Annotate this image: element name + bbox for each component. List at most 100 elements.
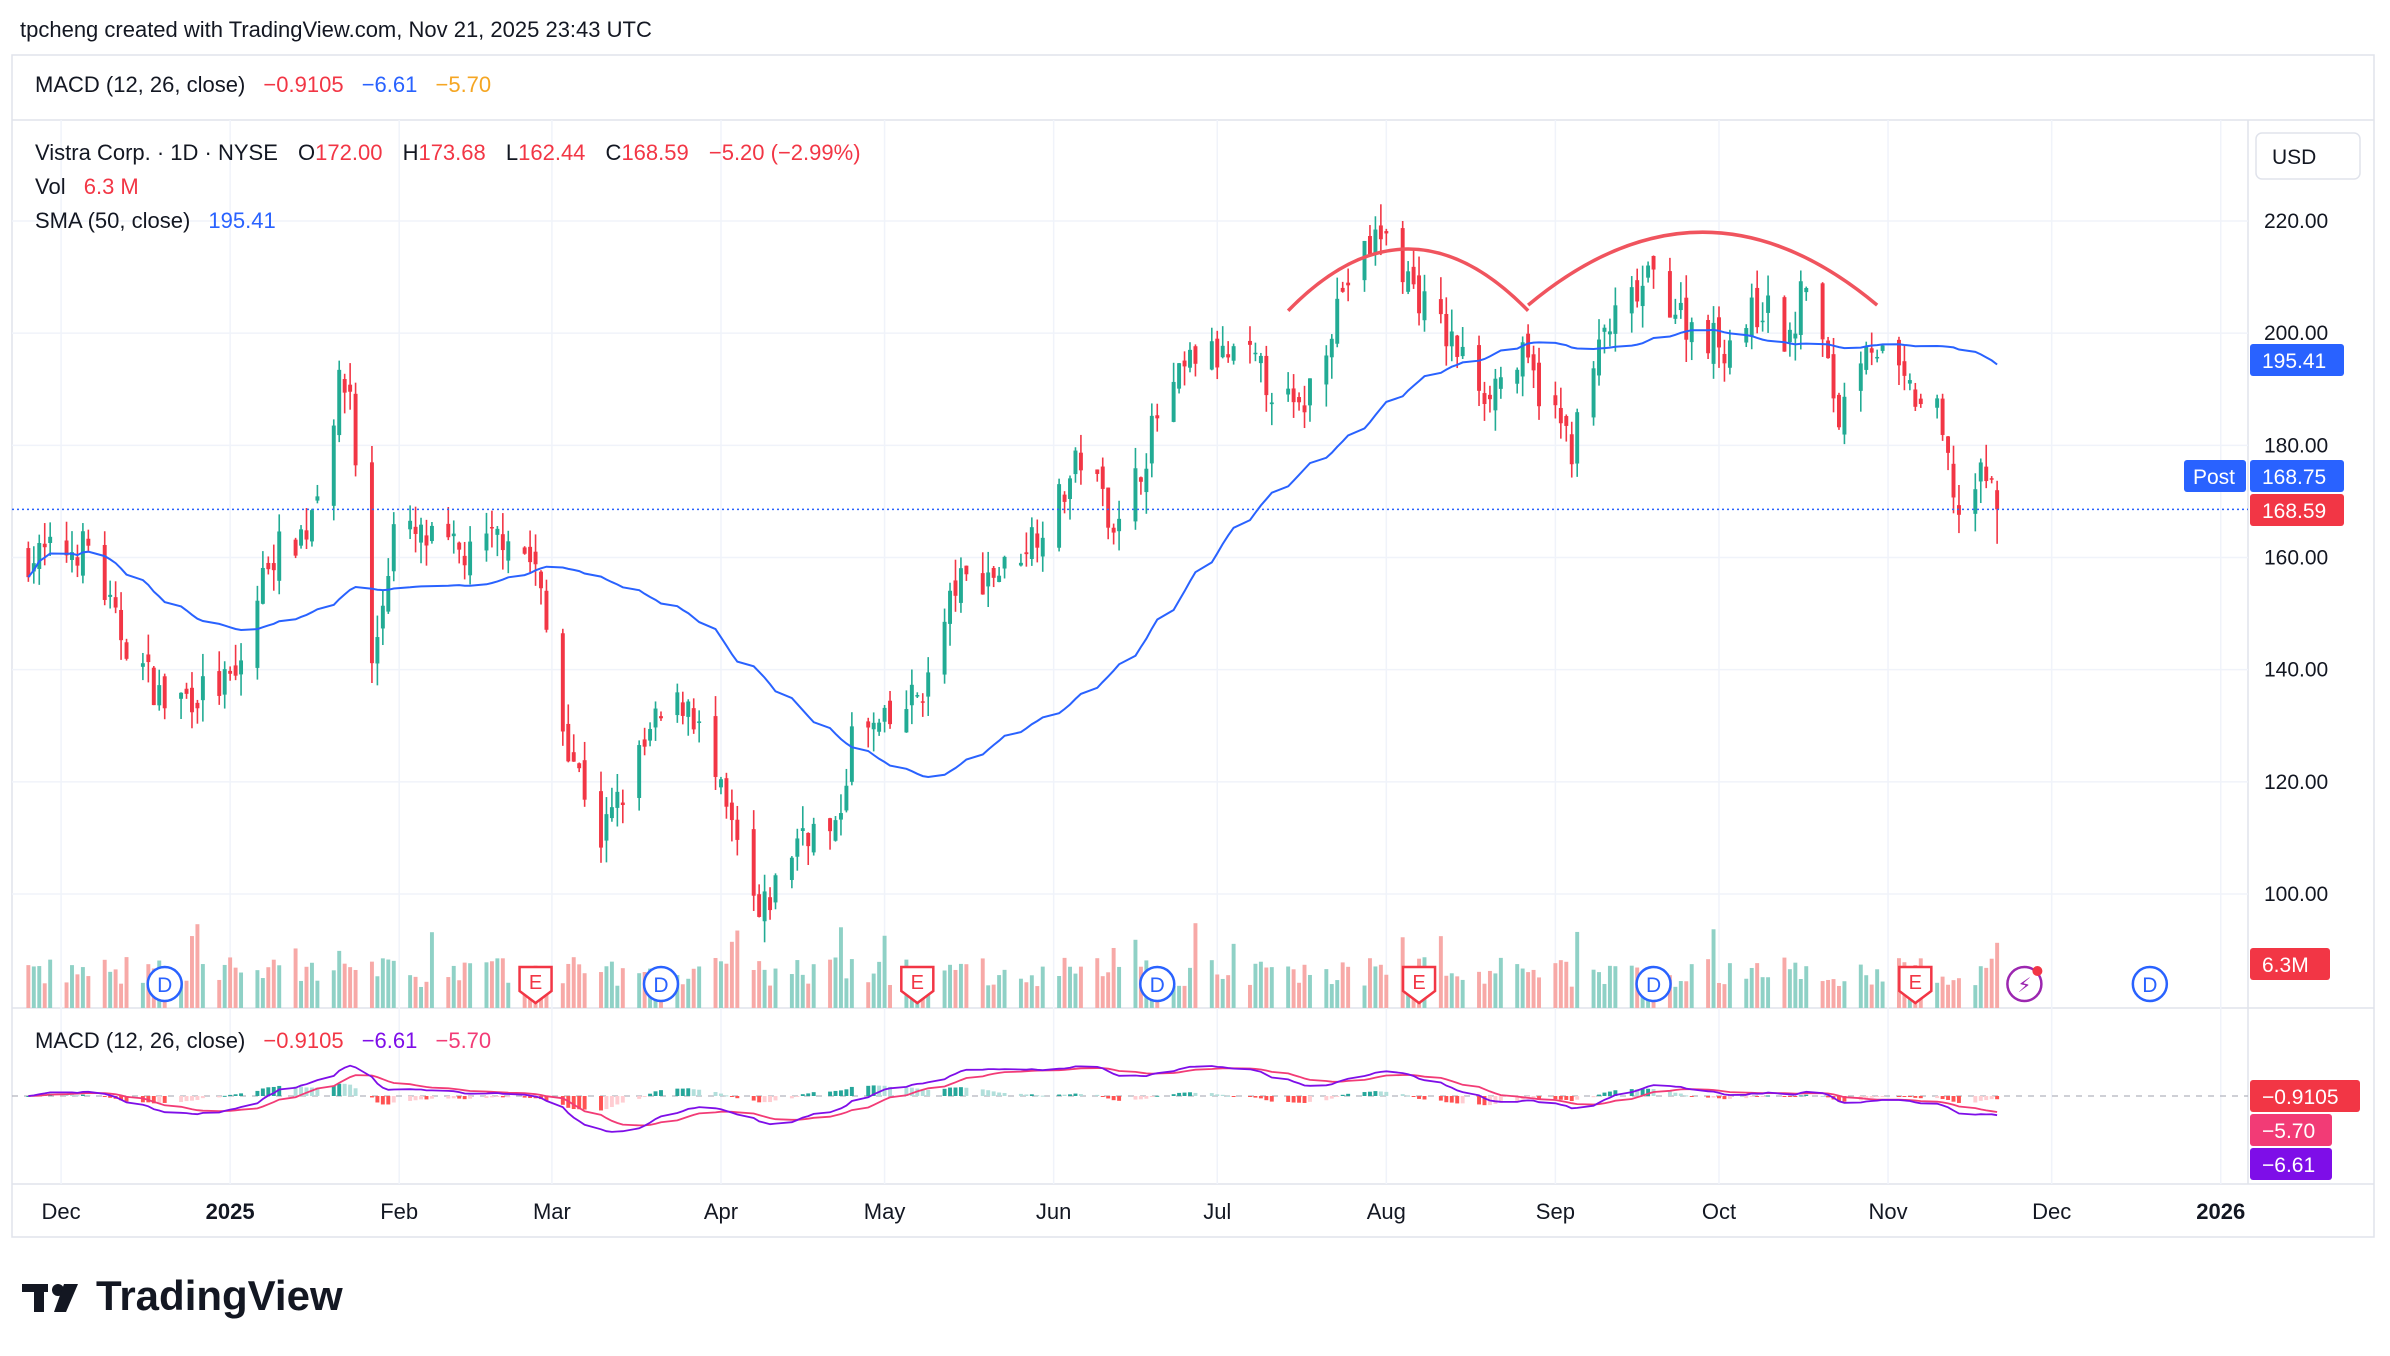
macd-histogram-bar xyxy=(1575,1096,1580,1100)
macd-histogram-bar xyxy=(1024,1094,1029,1096)
tradingview-logo[interactable]: TradingView xyxy=(22,1272,343,1319)
dividend-marker-letter: D xyxy=(2142,974,2157,997)
candle-body xyxy=(915,695,920,697)
macd-histogram-bar xyxy=(1602,1092,1607,1096)
candle-body xyxy=(1378,225,1383,240)
macd-histogram-bar xyxy=(462,1096,467,1100)
macd-histogram-bar xyxy=(1253,1096,1258,1098)
candle-body xyxy=(1711,322,1716,364)
macd-histogram-bar xyxy=(1591,1096,1596,1098)
volume-bar xyxy=(64,982,69,1008)
candle-body xyxy=(419,524,423,543)
flash-marker-icon xyxy=(2006,965,2043,1003)
macd-histogram-bar xyxy=(1722,1096,1727,1100)
volume-bar xyxy=(331,970,336,1008)
macd-histogram-bar xyxy=(1804,1094,1809,1096)
candle-body xyxy=(828,818,833,832)
time-tick-label: 2025 xyxy=(206,1199,255,1224)
currency-button[interactable]: USD xyxy=(2255,132,2361,180)
macd-histogram-bar xyxy=(615,1096,620,1105)
macd-histogram-bar xyxy=(217,1096,222,1098)
volume-bar xyxy=(37,966,42,1008)
volume-bar xyxy=(271,959,276,1008)
macd-histogram-bar xyxy=(1646,1088,1651,1096)
earnings-marker-icon xyxy=(1401,965,1437,1005)
candle-body xyxy=(255,600,260,668)
volume-bar xyxy=(495,958,500,1008)
earnings-marker-letter: E xyxy=(911,972,924,994)
macd-histogram-bar xyxy=(1635,1089,1640,1096)
candle-body xyxy=(1171,381,1176,422)
candle-body xyxy=(877,722,882,732)
candle-body xyxy=(1133,468,1138,522)
macd-histogram-bar xyxy=(920,1089,925,1096)
candle-body xyxy=(1864,346,1869,370)
volume-bar xyxy=(217,979,222,1008)
candle-body xyxy=(1455,335,1460,357)
macd-histogram-bar xyxy=(729,1096,734,1097)
macd-histogram-bar xyxy=(391,1096,396,1103)
candle-body xyxy=(1897,339,1901,366)
volume-bar xyxy=(1673,986,1678,1008)
macd-histogram-bar xyxy=(1493,1096,1498,1104)
macd-histogram-bar xyxy=(1073,1093,1078,1096)
volume-bar xyxy=(222,964,227,1008)
volume-bar xyxy=(75,974,80,1008)
volume-bar xyxy=(577,964,582,1008)
volume-bar xyxy=(1378,964,1383,1008)
volume-bar xyxy=(1035,986,1040,1008)
svg-text:6.3M: 6.3M xyxy=(2262,954,2309,977)
volume-bar xyxy=(1869,984,1874,1008)
candle-body xyxy=(337,369,342,436)
macd-histogram-bar xyxy=(773,1096,778,1101)
candle-body xyxy=(1231,346,1236,361)
candle-body xyxy=(1384,231,1389,234)
macd-histogram-bar xyxy=(1095,1094,1100,1096)
volume-bar xyxy=(1057,976,1062,1008)
macd-histogram-bar xyxy=(266,1087,271,1096)
candle-body xyxy=(1367,236,1372,255)
volume-bar xyxy=(1744,978,1749,1008)
candle-body xyxy=(1526,333,1531,358)
macd-histogram-bar xyxy=(577,1096,582,1110)
candle-body xyxy=(184,688,189,694)
volume-value: 6.3 M xyxy=(84,174,139,199)
volume-bar xyxy=(1564,961,1569,1008)
macd-histogram-bar xyxy=(484,1096,489,1099)
open-value: 172.00 xyxy=(315,140,382,165)
candle-body xyxy=(489,527,494,529)
volume-bar xyxy=(691,968,696,1008)
candle-body xyxy=(1373,229,1378,254)
macd-histogram-bar xyxy=(1367,1091,1372,1096)
candle-body xyxy=(1880,345,1885,351)
candle-body xyxy=(582,760,587,800)
candle-body xyxy=(1029,527,1034,559)
candle-body xyxy=(315,496,320,501)
macd-histogram-bar xyxy=(980,1089,985,1096)
macd-histogram-bar xyxy=(75,1095,80,1097)
volume-bar xyxy=(391,960,396,1008)
volume-bar xyxy=(424,981,429,1008)
candle-body xyxy=(271,563,276,571)
macd-histogram-bar xyxy=(1826,1096,1831,1098)
macd-histogram-bar xyxy=(800,1094,805,1096)
candle-body xyxy=(1068,478,1072,500)
candle-body xyxy=(113,597,118,608)
macd-histogram-bar xyxy=(255,1090,260,1096)
macd-histogram-bar xyxy=(1766,1095,1771,1097)
candle-body xyxy=(1995,490,2000,510)
volume-bar xyxy=(1880,981,1885,1008)
macd-histogram-bar xyxy=(620,1096,625,1103)
candle-body xyxy=(1215,338,1220,368)
candle-body xyxy=(1667,271,1672,318)
candle-body xyxy=(424,535,429,546)
candle-body xyxy=(195,702,200,709)
macd-histogram-bar xyxy=(571,1096,576,1110)
volume-bar xyxy=(1258,961,1263,1008)
candle-body xyxy=(1258,355,1263,364)
candle-body xyxy=(1706,320,1711,354)
candle-body xyxy=(615,791,620,808)
volume-bar xyxy=(80,967,85,1008)
volume-bar xyxy=(609,961,614,1008)
macd-histogram-bar xyxy=(1558,1096,1563,1100)
